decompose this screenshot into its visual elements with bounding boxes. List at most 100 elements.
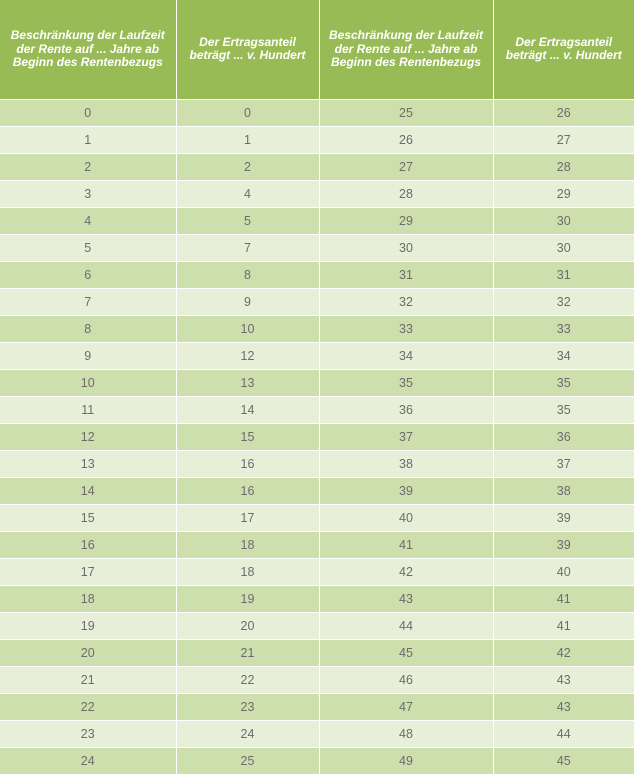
cell-laufzeit-1: 10 — [0, 369, 177, 397]
table-row: 0 0 25 26 — [0, 99, 634, 127]
cell-laufzeit-1: 6 — [0, 261, 177, 289]
cell-laufzeit-1: 0 — [0, 99, 177, 127]
cell-laufzeit-2: 37 — [319, 423, 494, 451]
cell-ertragsanteil-2: 26 — [493, 99, 634, 127]
cell-ertragsanteil-1: 7 — [176, 234, 320, 262]
cell-ertragsanteil-2: 36 — [493, 423, 634, 451]
cell-laufzeit-2: 32 — [319, 288, 494, 316]
cell-ertragsanteil-1: 2 — [176, 153, 320, 181]
cell-laufzeit-2: 43 — [319, 585, 494, 613]
header-row: Beschränkung der Laufzeit der Rente auf … — [0, 0, 634, 100]
cell-ertragsanteil-1: 23 — [176, 693, 320, 721]
cell-ertragsanteil-2: 45 — [493, 747, 634, 775]
cell-laufzeit-2: 42 — [319, 558, 494, 586]
table-row: 20 21 45 42 — [0, 639, 634, 667]
cell-ertragsanteil-2: 35 — [493, 369, 634, 397]
table-row: 24 25 49 45 — [0, 747, 634, 775]
cell-laufzeit-1: 15 — [0, 504, 177, 532]
cell-ertragsanteil-2: 30 — [493, 234, 634, 262]
table-row: 14 16 39 38 — [0, 477, 634, 505]
table-row: 15 17 40 39 — [0, 504, 634, 532]
cell-laufzeit-2: 44 — [319, 612, 494, 640]
cell-laufzeit-2: 45 — [319, 639, 494, 667]
cell-ertragsanteil-2: 30 — [493, 207, 634, 235]
cell-ertragsanteil-2: 27 — [493, 126, 634, 154]
cell-laufzeit-1: 13 — [0, 450, 177, 478]
table-row: 6 8 31 31 — [0, 261, 634, 289]
cell-laufzeit-2: 34 — [319, 342, 494, 370]
table-row: 17 18 42 40 — [0, 558, 634, 586]
header-laufzeit-1: Beschränkung der Laufzeit der Rente auf … — [0, 0, 177, 100]
cell-ertragsanteil-1: 8 — [176, 261, 320, 289]
cell-ertragsanteil-1: 0 — [176, 99, 320, 127]
cell-ertragsanteil-2: 32 — [493, 288, 634, 316]
cell-ertragsanteil-2: 43 — [493, 666, 634, 694]
cell-laufzeit-1: 12 — [0, 423, 177, 451]
table-header: Beschränkung der Laufzeit der Rente auf … — [0, 0, 634, 100]
cell-ertragsanteil-1: 5 — [176, 207, 320, 235]
cell-ertragsanteil-2: 42 — [493, 639, 634, 667]
cell-laufzeit-1: 24 — [0, 747, 177, 775]
cell-laufzeit-1: 9 — [0, 342, 177, 370]
cell-ertragsanteil-2: 35 — [493, 396, 634, 424]
cell-laufzeit-2: 35 — [319, 369, 494, 397]
cell-laufzeit-1: 23 — [0, 720, 177, 748]
table-row: 21 22 46 43 — [0, 666, 634, 694]
cell-ertragsanteil-1: 4 — [176, 180, 320, 208]
cell-laufzeit-1: 5 — [0, 234, 177, 262]
cell-ertragsanteil-2: 29 — [493, 180, 634, 208]
table-row: 16 18 41 39 — [0, 531, 634, 559]
cell-ertragsanteil-1: 16 — [176, 477, 320, 505]
cell-ertragsanteil-1: 15 — [176, 423, 320, 451]
cell-ertragsanteil-2: 43 — [493, 693, 634, 721]
cell-laufzeit-2: 46 — [319, 666, 494, 694]
cell-laufzeit-2: 38 — [319, 450, 494, 478]
cell-ertragsanteil-1: 18 — [176, 531, 320, 559]
cell-ertragsanteil-1: 14 — [176, 396, 320, 424]
table-row: 23 24 48 44 — [0, 720, 634, 748]
cell-ertragsanteil-1: 18 — [176, 558, 320, 586]
cell-laufzeit-1: 11 — [0, 396, 177, 424]
table-row: 19 20 44 41 — [0, 612, 634, 640]
cell-laufzeit-1: 21 — [0, 666, 177, 694]
cell-laufzeit-2: 41 — [319, 531, 494, 559]
cell-ertragsanteil-1: 1 — [176, 126, 320, 154]
cell-ertragsanteil-2: 39 — [493, 531, 634, 559]
table-row: 10 13 35 35 — [0, 369, 634, 397]
cell-ertragsanteil-2: 37 — [493, 450, 634, 478]
cell-ertragsanteil-2: 33 — [493, 315, 634, 343]
cell-laufzeit-2: 33 — [319, 315, 494, 343]
cell-laufzeit-1: 18 — [0, 585, 177, 613]
cell-ertragsanteil-1: 21 — [176, 639, 320, 667]
cell-laufzeit-1: 16 — [0, 531, 177, 559]
table-row: 22 23 47 43 — [0, 693, 634, 721]
table-body: 0 0 25 26 1 1 26 27 2 2 27 28 3 4 28 29 4 5 29 30 5 7 30 30 6 8 31… — [0, 99, 634, 775]
cell-laufzeit-2: 25 — [319, 99, 494, 127]
cell-laufzeit-1: 20 — [0, 639, 177, 667]
cell-laufzeit-2: 27 — [319, 153, 494, 181]
cell-laufzeit-1: 2 — [0, 153, 177, 181]
cell-laufzeit-2: 30 — [319, 234, 494, 262]
cell-ertragsanteil-1: 17 — [176, 504, 320, 532]
cell-laufzeit-2: 48 — [319, 720, 494, 748]
cell-laufzeit-1: 17 — [0, 558, 177, 586]
cell-laufzeit-1: 19 — [0, 612, 177, 640]
cell-ertragsanteil-1: 16 — [176, 450, 320, 478]
cell-ertragsanteil-1: 20 — [176, 612, 320, 640]
cell-laufzeit-1: 4 — [0, 207, 177, 235]
cell-laufzeit-1: 8 — [0, 315, 177, 343]
cell-ertragsanteil-2: 38 — [493, 477, 634, 505]
cell-ertragsanteil-1: 10 — [176, 315, 320, 343]
table-row: 12 15 37 36 — [0, 423, 634, 451]
cell-ertragsanteil-1: 22 — [176, 666, 320, 694]
cell-laufzeit-2: 49 — [319, 747, 494, 775]
table-row: 18 19 43 41 — [0, 585, 634, 613]
table-row: 4 5 29 30 — [0, 207, 634, 235]
cell-laufzeit-2: 28 — [319, 180, 494, 208]
table-row: 9 12 34 34 — [0, 342, 634, 370]
cell-ertragsanteil-1: 25 — [176, 747, 320, 775]
cell-laufzeit-2: 26 — [319, 126, 494, 154]
table-row: 5 7 30 30 — [0, 234, 634, 262]
cell-ertragsanteil-2: 34 — [493, 342, 634, 370]
